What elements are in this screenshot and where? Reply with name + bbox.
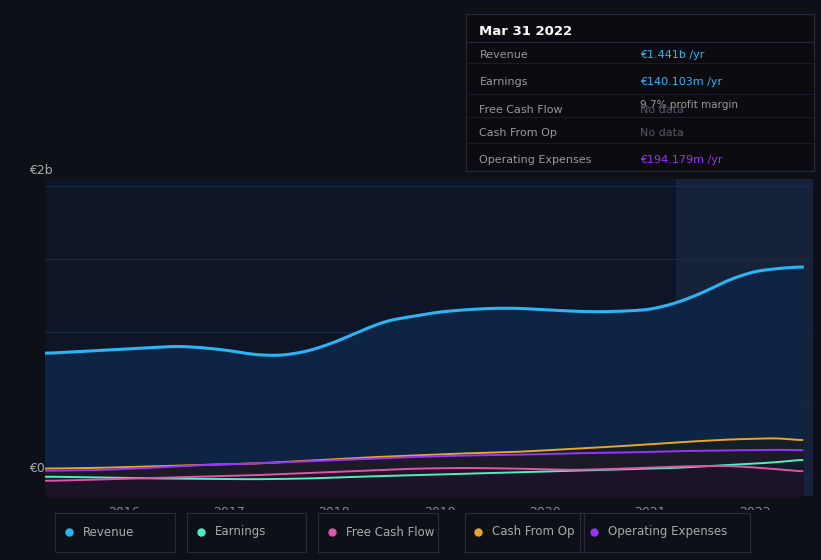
Text: 9.7% profit margin: 9.7% profit margin [640, 100, 738, 110]
Text: No data: No data [640, 128, 684, 138]
Text: Mar 31 2022: Mar 31 2022 [479, 25, 572, 38]
Bar [676, 179, 821, 496]
Text: Operating Expenses: Operating Expenses [608, 525, 727, 539]
Text: €194.179m /yr: €194.179m /yr [640, 155, 722, 165]
Text: Earnings: Earnings [214, 525, 266, 539]
Text: Revenue: Revenue [479, 50, 528, 60]
Text: No data: No data [640, 105, 684, 115]
Text: Revenue: Revenue [83, 525, 135, 539]
Text: Free Cash Flow: Free Cash Flow [479, 105, 563, 115]
Text: €140.103m /yr: €140.103m /yr [640, 77, 722, 87]
Text: Earnings: Earnings [479, 77, 528, 87]
Text: Operating Expenses: Operating Expenses [479, 155, 592, 165]
Text: Free Cash Flow: Free Cash Flow [346, 525, 434, 539]
Text: Cash From Op: Cash From Op [493, 525, 575, 539]
Text: €0: €0 [29, 462, 44, 475]
Text: €2b: €2b [29, 164, 53, 178]
Text: €1.441b /yr: €1.441b /yr [640, 50, 704, 60]
Text: Cash From Op: Cash From Op [479, 128, 557, 138]
